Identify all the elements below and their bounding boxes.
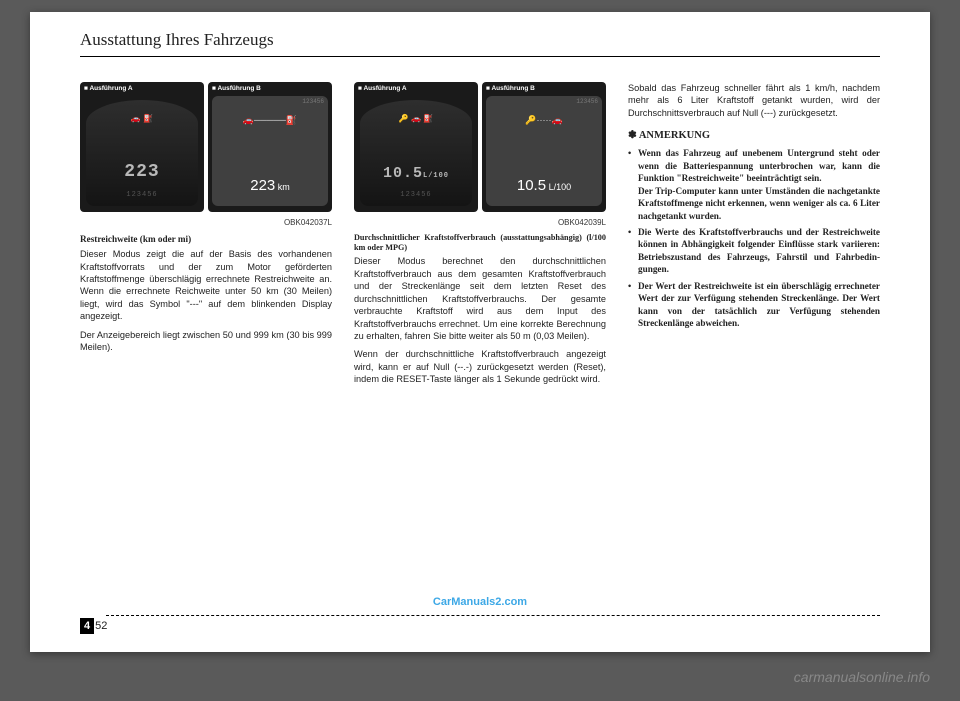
display-variant-b: ■ Ausführung B 123456 🔑·····🚗 10.5 L/100 (482, 82, 606, 212)
lcd-panel-a: 🔑 🚗 ⛽ 10.5L/100 123456 (360, 100, 472, 206)
variant-a-label: ■ Ausführung A (358, 85, 407, 94)
column-1: ■ Ausführung A 🚗 ⛽ 223 123456 ■ Ausführu… (80, 82, 332, 592)
odo-small-b2: 123456 (576, 98, 598, 106)
lcd-panel-b: 123456 🚗─────⛽ 223 km (212, 96, 328, 206)
bullet-dot: • (628, 226, 638, 276)
lcd-panel-a: 🚗 ⛽ 223 123456 (86, 100, 198, 206)
display-variant-a: ■ Ausführung A 🚗 ⛽ 223 123456 (80, 82, 204, 212)
page-number: 452 (80, 620, 107, 632)
bullet-1: • Wenn das Fahrzeug auf unebenem Untergr… (628, 147, 880, 222)
cons-value-b: 10.5 L/100 (486, 176, 602, 196)
range-value-b: 223 km (212, 176, 328, 196)
display-variant-b: ■ Ausführung B 123456 🚗─────⛽ 223 km (208, 82, 332, 212)
subhead-consumption: Durchschnittlicher Kraftstoffverbrauch (… (354, 233, 606, 253)
range-icons-b: 🚗─────⛽ (212, 114, 328, 126)
para-2-2: Wenn der durchschnittliche Kraftstoff­ve… (354, 348, 606, 385)
para-3-1: Sobald das Fahrzeug schneller fährt als … (628, 82, 880, 119)
watermark-carmanualsonline: carmanualsonline.info (794, 669, 930, 685)
odo-small-a2: 123456 (360, 191, 472, 200)
variant-b-label: ■ Ausführung B (212, 85, 261, 94)
consumption-display-image: ■ Ausführung A 🔑 🚗 ⛽ 10.5L/100 123456 ■ … (354, 82, 606, 212)
page-num-value: 52 (95, 620, 107, 632)
bullet-3: • Der Wert der Restreichweite ist ein üb… (628, 280, 880, 330)
lcd-panel-b: 123456 🔑·····🚗 10.5 L/100 (486, 96, 602, 206)
cons-icons-a: 🔑 🚗 ⛽ (360, 114, 472, 125)
bullet-2-text: Die Werte des Kraftstoffverbrauchs und d… (638, 226, 880, 276)
footer-rule (106, 615, 880, 616)
odo-small-b: 123456 (302, 98, 324, 106)
image-code-1: OBK042037L (80, 218, 332, 229)
bullet-2: • Die Werte des Kraftstoffverbrauchs und… (628, 226, 880, 276)
column-3: Sobald das Fahrzeug schneller fährt als … (628, 82, 880, 592)
odo-small-a: 123456 (86, 191, 198, 200)
header-rule (80, 56, 880, 57)
column-2: ■ Ausführung A 🔑 🚗 ⛽ 10.5L/100 123456 ■ … (354, 82, 606, 592)
section-number: 4 (80, 618, 94, 634)
para-1-1: Dieser Modus zeigt die auf der Basis des… (80, 248, 332, 323)
image-code-2: OBK042039L (354, 218, 606, 229)
bullet-dot: • (628, 147, 638, 222)
bullet-3-text: Der Wert der Restreichweite ist ein über… (638, 280, 880, 330)
note-heading: ✽ ANMERKUNG (628, 129, 880, 143)
range-display-image: ■ Ausführung A 🚗 ⛽ 223 123456 ■ Ausführu… (80, 82, 332, 212)
para-2-1: Dieser Modus berechnet den durchschnittl… (354, 255, 606, 342)
bullet-1-text: Wenn das Fahrzeug auf unebenem Untergrun… (638, 147, 880, 222)
range-icons-a: 🚗 ⛽ (86, 114, 198, 125)
bullet-dot: • (628, 280, 638, 330)
content-area: ■ Ausführung A 🚗 ⛽ 223 123456 ■ Ausführu… (80, 82, 880, 592)
range-value-a: 223 (86, 160, 198, 184)
display-variant-a: ■ Ausführung A 🔑 🚗 ⛽ 10.5L/100 123456 (354, 82, 478, 212)
page-header: Ausstattung Ihres Fahrzeugs (80, 30, 274, 50)
manual-page: Ausstattung Ihres Fahrzeugs ■ Ausführung… (30, 12, 930, 652)
watermark-carmanuals2: CarManuals2.com (433, 596, 527, 608)
cons-icons-b: 🔑·····🚗 (486, 114, 602, 126)
cons-value-a: 10.5L/100 (360, 164, 472, 184)
variant-b-label: ■ Ausführung B (486, 85, 535, 94)
variant-a-label: ■ Ausführung A (84, 85, 133, 94)
para-1-2: Der Anzeigebereich liegt zwischen 50 und… (80, 329, 332, 354)
subhead-range: Restreichweite (km oder mi) (80, 233, 332, 245)
